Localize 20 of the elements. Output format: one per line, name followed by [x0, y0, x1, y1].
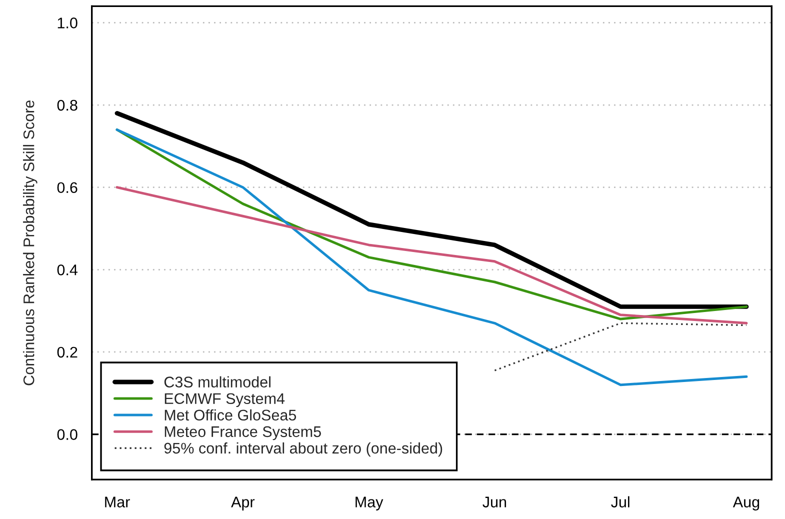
x-tick-label: Apr	[231, 496, 255, 510]
legend-label: Meteo France System5	[164, 426, 321, 440]
line-series	[116, 186, 748, 324]
y-tick-label: 0.6	[57, 182, 78, 194]
y-tick-label: 0.0	[57, 429, 78, 440]
legend-label: Met Office GloSea5	[164, 409, 296, 421]
y-tick-label: 0.4	[57, 264, 78, 276]
y-tick-label: 1.0	[58, 18, 78, 28]
y-axis-title: Continuous Ranked Probability Skill Score	[23, 100, 38, 386]
y-tick-label: 0.8	[57, 100, 78, 111]
line-series	[116, 128, 748, 386]
x-tick-label: Jun	[482, 496, 506, 508]
legend-label: C3S multimodel	[164, 376, 270, 388]
x-tick-label: Mar	[105, 496, 130, 508]
legend-label: 95% conf. interval about zero (one-sided)	[164, 442, 442, 457]
x-tick-label: May	[356, 496, 384, 510]
y-tick-label: 0.2	[57, 346, 78, 358]
x-tick-label: Jul	[611, 496, 630, 508]
x-tick-label: Aug	[732, 496, 760, 510]
legend-label: ECMWF System4	[164, 393, 285, 408]
